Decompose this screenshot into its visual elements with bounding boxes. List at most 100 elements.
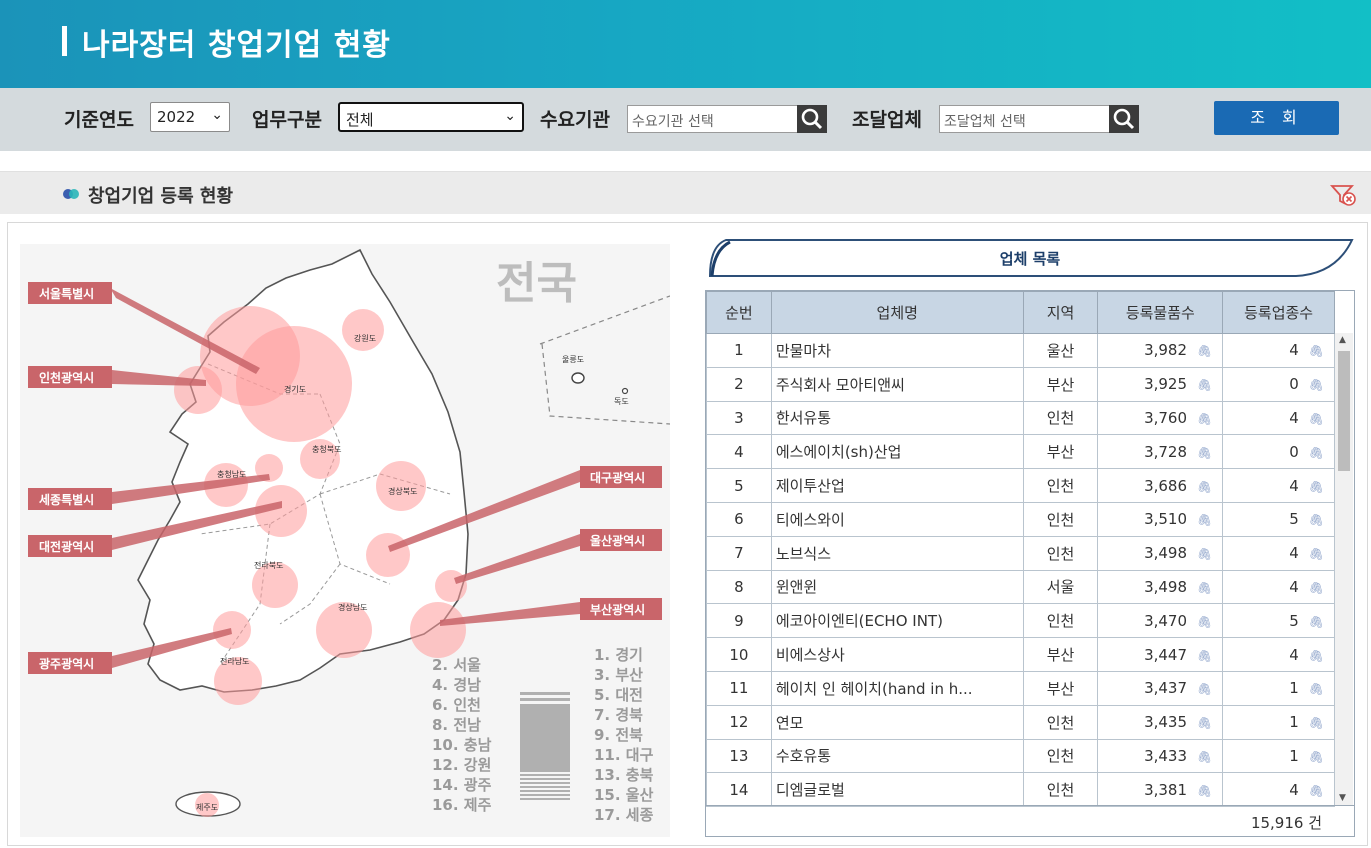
filter-reset-icon[interactable] — [1330, 182, 1358, 208]
item-count-cell[interactable]: 3,381 🖇 — [1097, 772, 1224, 808]
paperclip-icon[interactable]: 🖇 — [1197, 580, 1213, 595]
paperclip-icon[interactable]: 🖇 — [1308, 682, 1324, 697]
item-count-cell[interactable]: 3,728 🖇 — [1097, 434, 1224, 470]
col-header[interactable]: 등록물품수 — [1097, 291, 1224, 334]
demand-search-button[interactable] — [797, 105, 827, 133]
type-count-cell[interactable]: 1 🖇 — [1222, 704, 1335, 740]
biz-select[interactable]: 전체 ⌄ — [338, 102, 524, 132]
paperclip-icon[interactable]: 🖇 — [1308, 783, 1324, 798]
paperclip-icon[interactable]: 🖇 — [1197, 716, 1213, 731]
company-name[interactable]: 연모 — [770, 704, 1024, 740]
paperclip-icon[interactable]: 🖇 — [1197, 749, 1213, 764]
scroll-thumb[interactable] — [1338, 351, 1350, 471]
table-row[interactable]: 6 티에스와이 인천 3,510 🖇 5 🖇 — [706, 501, 1335, 537]
col-header[interactable]: 순번 — [706, 291, 772, 334]
demand-input[interactable]: 수요기관 선택 — [627, 105, 799, 133]
company-name[interactable]: 티에스와이 — [770, 501, 1024, 537]
table-row[interactable]: 7 노브식스 인천 3,498 🖇 4 🖇 — [706, 535, 1335, 571]
type-count-cell[interactable]: 5 🖇 — [1222, 603, 1335, 639]
scroll-down-icon[interactable]: ▼ — [1339, 793, 1346, 803]
table-row[interactable]: 5 제이투산업 인천 3,686 🖇 4 🖇 — [706, 468, 1335, 503]
paperclip-icon[interactable]: 🖇 — [1197, 513, 1213, 528]
supplier-input[interactable]: 조달업체 선택 — [939, 105, 1111, 133]
paperclip-icon[interactable]: 🖇 — [1308, 614, 1324, 629]
company-name[interactable]: 에코아이엔티(ECHO INT) — [770, 603, 1024, 639]
table-row[interactable]: 10 비에스상사 부산 3,447 🖇 4 🖇 — [706, 637, 1335, 672]
item-count-cell[interactable]: 3,437 🖇 — [1097, 670, 1224, 706]
search-button[interactable]: 조 회 — [1214, 101, 1339, 135]
table-row[interactable]: 12 연모 인천 3,435 🖇 1 🖇 — [706, 704, 1335, 740]
type-count-cell[interactable]: 4 🖇 — [1222, 400, 1335, 436]
paperclip-icon[interactable]: 🖇 — [1197, 344, 1213, 359]
item-count-cell[interactable]: 3,982 🖇 — [1097, 333, 1224, 368]
table-row[interactable]: 11 헤이치 인 헤이치(hand in h... 부산 3,437 🖇 1 🖇 — [706, 670, 1335, 706]
table-row[interactable]: 8 윈앤윈 서울 3,498 🖇 4 🖇 — [706, 569, 1335, 605]
paperclip-icon[interactable]: 🖇 — [1308, 479, 1324, 494]
company-name[interactable]: 만물마차 — [770, 333, 1024, 368]
col-header[interactable]: 등록업종수 — [1222, 291, 1335, 334]
item-count-cell[interactable]: 3,470 🖇 — [1097, 603, 1224, 639]
paperclip-icon[interactable]: 🖇 — [1308, 749, 1324, 764]
company-name[interactable]: 제이투산업 — [770, 468, 1024, 503]
table-row[interactable]: 3 한서유통 인천 3,760 🖇 4 🖇 — [706, 400, 1335, 436]
table-scrollbar[interactable]: ▲ ▼ — [1335, 333, 1353, 805]
table-row[interactable]: 14 디엠글로벌 인천 3,381 🖇 4 🖇 — [706, 772, 1335, 808]
type-count-cell[interactable]: 4 🖇 — [1222, 569, 1335, 605]
type-count-cell[interactable]: 4 🖇 — [1222, 637, 1335, 672]
type-count-cell[interactable]: 4 🖇 — [1222, 333, 1335, 368]
type-count-cell[interactable]: 0 🖇 — [1222, 434, 1335, 470]
paperclip-icon[interactable]: 🖇 — [1308, 344, 1324, 359]
paperclip-icon[interactable]: 🖇 — [1308, 547, 1324, 562]
paperclip-icon[interactable]: 🖇 — [1197, 682, 1213, 697]
scroll-up-icon[interactable]: ▲ — [1339, 335, 1346, 345]
item-count-cell[interactable]: 3,447 🖇 — [1097, 637, 1224, 672]
table-row[interactable]: 4 에스에이치(sh)산업 부산 3,728 🖇 0 🖇 — [706, 434, 1335, 470]
paperclip-icon[interactable]: 🖇 — [1308, 580, 1324, 595]
company-name[interactable]: 수호유통 — [770, 738, 1024, 774]
type-count-cell[interactable]: 0 🖇 — [1222, 366, 1335, 402]
item-count-cell[interactable]: 3,760 🖇 — [1097, 400, 1224, 436]
paperclip-icon[interactable]: 🖇 — [1197, 783, 1213, 798]
table-row[interactable]: 2 주식회사 모아티앤씨 부산 3,925 🖇 0 🖇 — [706, 366, 1335, 402]
paperclip-icon[interactable]: 🖇 — [1308, 716, 1324, 731]
table-row[interactable]: 13 수호유통 인천 3,433 🖇 1 🖇 — [706, 738, 1335, 774]
table-row[interactable]: 1 만물마차 울산 3,982 🖇 4 🖇 — [706, 333, 1335, 368]
item-count-cell[interactable]: 3,510 🖇 — [1097, 501, 1224, 537]
type-count-cell[interactable]: 1 🖇 — [1222, 738, 1335, 774]
type-count-cell[interactable]: 5 🖇 — [1222, 501, 1335, 537]
supplier-search-button[interactable] — [1109, 105, 1139, 133]
item-count-cell[interactable]: 3,498 🖇 — [1097, 535, 1224, 571]
paperclip-icon[interactable]: 🖇 — [1197, 378, 1213, 393]
item-count-cell[interactable]: 3,435 🖇 — [1097, 704, 1224, 740]
company-name[interactable]: 윈앤윈 — [770, 569, 1024, 605]
paperclip-icon[interactable]: 🖇 — [1197, 479, 1213, 494]
type-count-cell[interactable]: 4 🖇 — [1222, 772, 1335, 808]
company-name[interactable]: 헤이치 인 헤이치(hand in h... — [770, 670, 1024, 706]
paperclip-icon[interactable]: 🖇 — [1197, 411, 1213, 426]
paperclip-icon[interactable]: 🖇 — [1197, 445, 1213, 460]
col-header[interactable]: 지역 — [1022, 291, 1099, 334]
item-count-cell[interactable]: 3,925 🖇 — [1097, 366, 1224, 402]
company-name[interactable]: 디엠글로벌 — [770, 772, 1024, 808]
company-name[interactable]: 비에스상사 — [770, 637, 1024, 672]
table-row[interactable]: 9 에코아이엔티(ECHO INT) 인천 3,470 🖇 5 🖇 — [706, 603, 1335, 639]
item-count-cell[interactable]: 3,433 🖇 — [1097, 738, 1224, 774]
paperclip-icon[interactable]: 🖇 — [1308, 445, 1324, 460]
paperclip-icon[interactable]: 🖇 — [1308, 411, 1324, 426]
type-count-cell[interactable]: 1 🖇 — [1222, 670, 1335, 706]
paperclip-icon[interactable]: 🖇 — [1197, 547, 1213, 562]
paperclip-icon[interactable]: 🖇 — [1308, 648, 1324, 663]
paperclip-icon[interactable]: 🖇 — [1308, 513, 1324, 528]
paperclip-icon[interactable]: 🖇 — [1308, 378, 1324, 393]
type-count-cell[interactable]: 4 🖇 — [1222, 535, 1335, 571]
company-name[interactable]: 에스에이치(sh)산업 — [770, 434, 1024, 470]
col-header[interactable]: 업체명 — [770, 291, 1024, 334]
company-name[interactable]: 주식회사 모아티앤씨 — [770, 366, 1024, 402]
item-count-cell[interactable]: 3,686 🖇 — [1097, 468, 1224, 503]
company-name[interactable]: 노브식스 — [770, 535, 1024, 571]
year-select[interactable]: 2022 ⌄ — [150, 102, 230, 132]
paperclip-icon[interactable]: 🖇 — [1197, 614, 1213, 629]
company-name[interactable]: 한서유통 — [770, 400, 1024, 436]
type-count-cell[interactable]: 4 🖇 — [1222, 468, 1335, 503]
paperclip-icon[interactable]: 🖇 — [1197, 648, 1213, 663]
